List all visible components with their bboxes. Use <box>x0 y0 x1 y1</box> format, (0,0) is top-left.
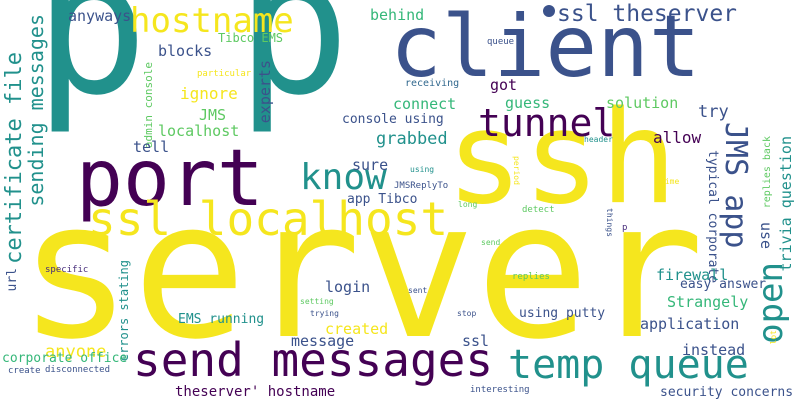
word-specific: specific <box>45 266 88 275</box>
word-corporate-office: corporate office <box>2 352 127 365</box>
word-ems-running: EMS running <box>178 313 264 326</box>
word-tell: tell <box>133 140 169 155</box>
word-receiving: receiving <box>405 79 459 89</box>
word-security-concerns: security concerns <box>660 386 793 399</box>
word-replies-back: replies back <box>763 136 773 208</box>
word-grabbed: grabbed <box>376 131 448 148</box>
word-using-putty: using putty <box>519 307 605 320</box>
word-url: url <box>6 268 19 291</box>
word-jms: JMS <box>199 108 226 123</box>
word-easy-answer: easy answer <box>680 278 766 291</box>
word-theserver-hostname: theserver' hostname <box>175 385 335 399</box>
word-tibco-ems: Tibco EMS <box>218 32 283 44</box>
word-strangely: Strangely <box>667 295 748 310</box>
word-message: message <box>291 334 354 349</box>
word-solution: solution <box>606 96 678 111</box>
word-replies: replies <box>512 273 550 282</box>
word-ssl: ssl <box>462 334 489 349</box>
word-particular: particular <box>197 70 251 79</box>
word-queue: queue <box>487 38 514 47</box>
word-trying: trying <box>310 310 339 318</box>
word-ssl-theserver: ssl theserver <box>557 3 737 26</box>
word-trivia-question: trivia question <box>779 136 794 271</box>
word-sent: sent <box>408 287 427 295</box>
word-using-small: using <box>410 166 434 174</box>
word-detect: detect <box>522 206 555 215</box>
word-certificate-file: certificate file <box>4 52 26 264</box>
word-send: send <box>481 239 500 247</box>
word-sure: sure <box>352 158 388 173</box>
word-login: login <box>325 280 370 295</box>
word-admin-console: admin console <box>143 62 154 148</box>
word-connect: connect <box>393 97 456 112</box>
word-got: got <box>490 78 517 93</box>
word-jms-app: JMS app <box>720 122 750 248</box>
word-experts: experts <box>258 60 273 123</box>
word-interesting: interesting <box>470 386 530 395</box>
word-errors-stating: errors stating <box>118 260 130 361</box>
word-guess: guess <box>505 96 550 111</box>
word-anyways: anyways <box>68 9 131 24</box>
word-app-tibco: app Tibco <box>347 193 417 206</box>
word-try: try <box>698 104 729 121</box>
word-things: things <box>605 208 613 237</box>
word-application: application <box>640 317 739 332</box>
word-jmsreplyto: JMSReplyTo <box>394 182 448 191</box>
word-disconnected: disconnected <box>45 366 110 375</box>
word-long: long <box>458 201 477 209</box>
word-localhost: localhost <box>158 124 239 139</box>
dot-mark <box>543 5 555 17</box>
word-console-using: console using <box>342 113 444 126</box>
word-setting: setting <box>300 298 334 306</box>
word-sending-messages: sending messages <box>26 14 46 207</box>
word-period: period <box>512 156 520 185</box>
word-time: time <box>660 178 679 186</box>
word-create: create <box>8 367 41 376</box>
word-p-small: p <box>622 224 627 233</box>
word-blocks: blocks <box>158 44 212 59</box>
word-typical-corporate: typical corporate <box>706 150 719 283</box>
word-instead: instead <box>682 343 745 358</box>
word-behind: behind <box>370 8 424 23</box>
word-allow: allow <box>653 130 701 146</box>
word-lot: lot <box>770 330 778 344</box>
word-stop: stop <box>457 310 476 318</box>
word-use: use <box>758 222 773 249</box>
word-header: header <box>584 136 613 144</box>
word-ignore: ignore <box>180 86 238 102</box>
